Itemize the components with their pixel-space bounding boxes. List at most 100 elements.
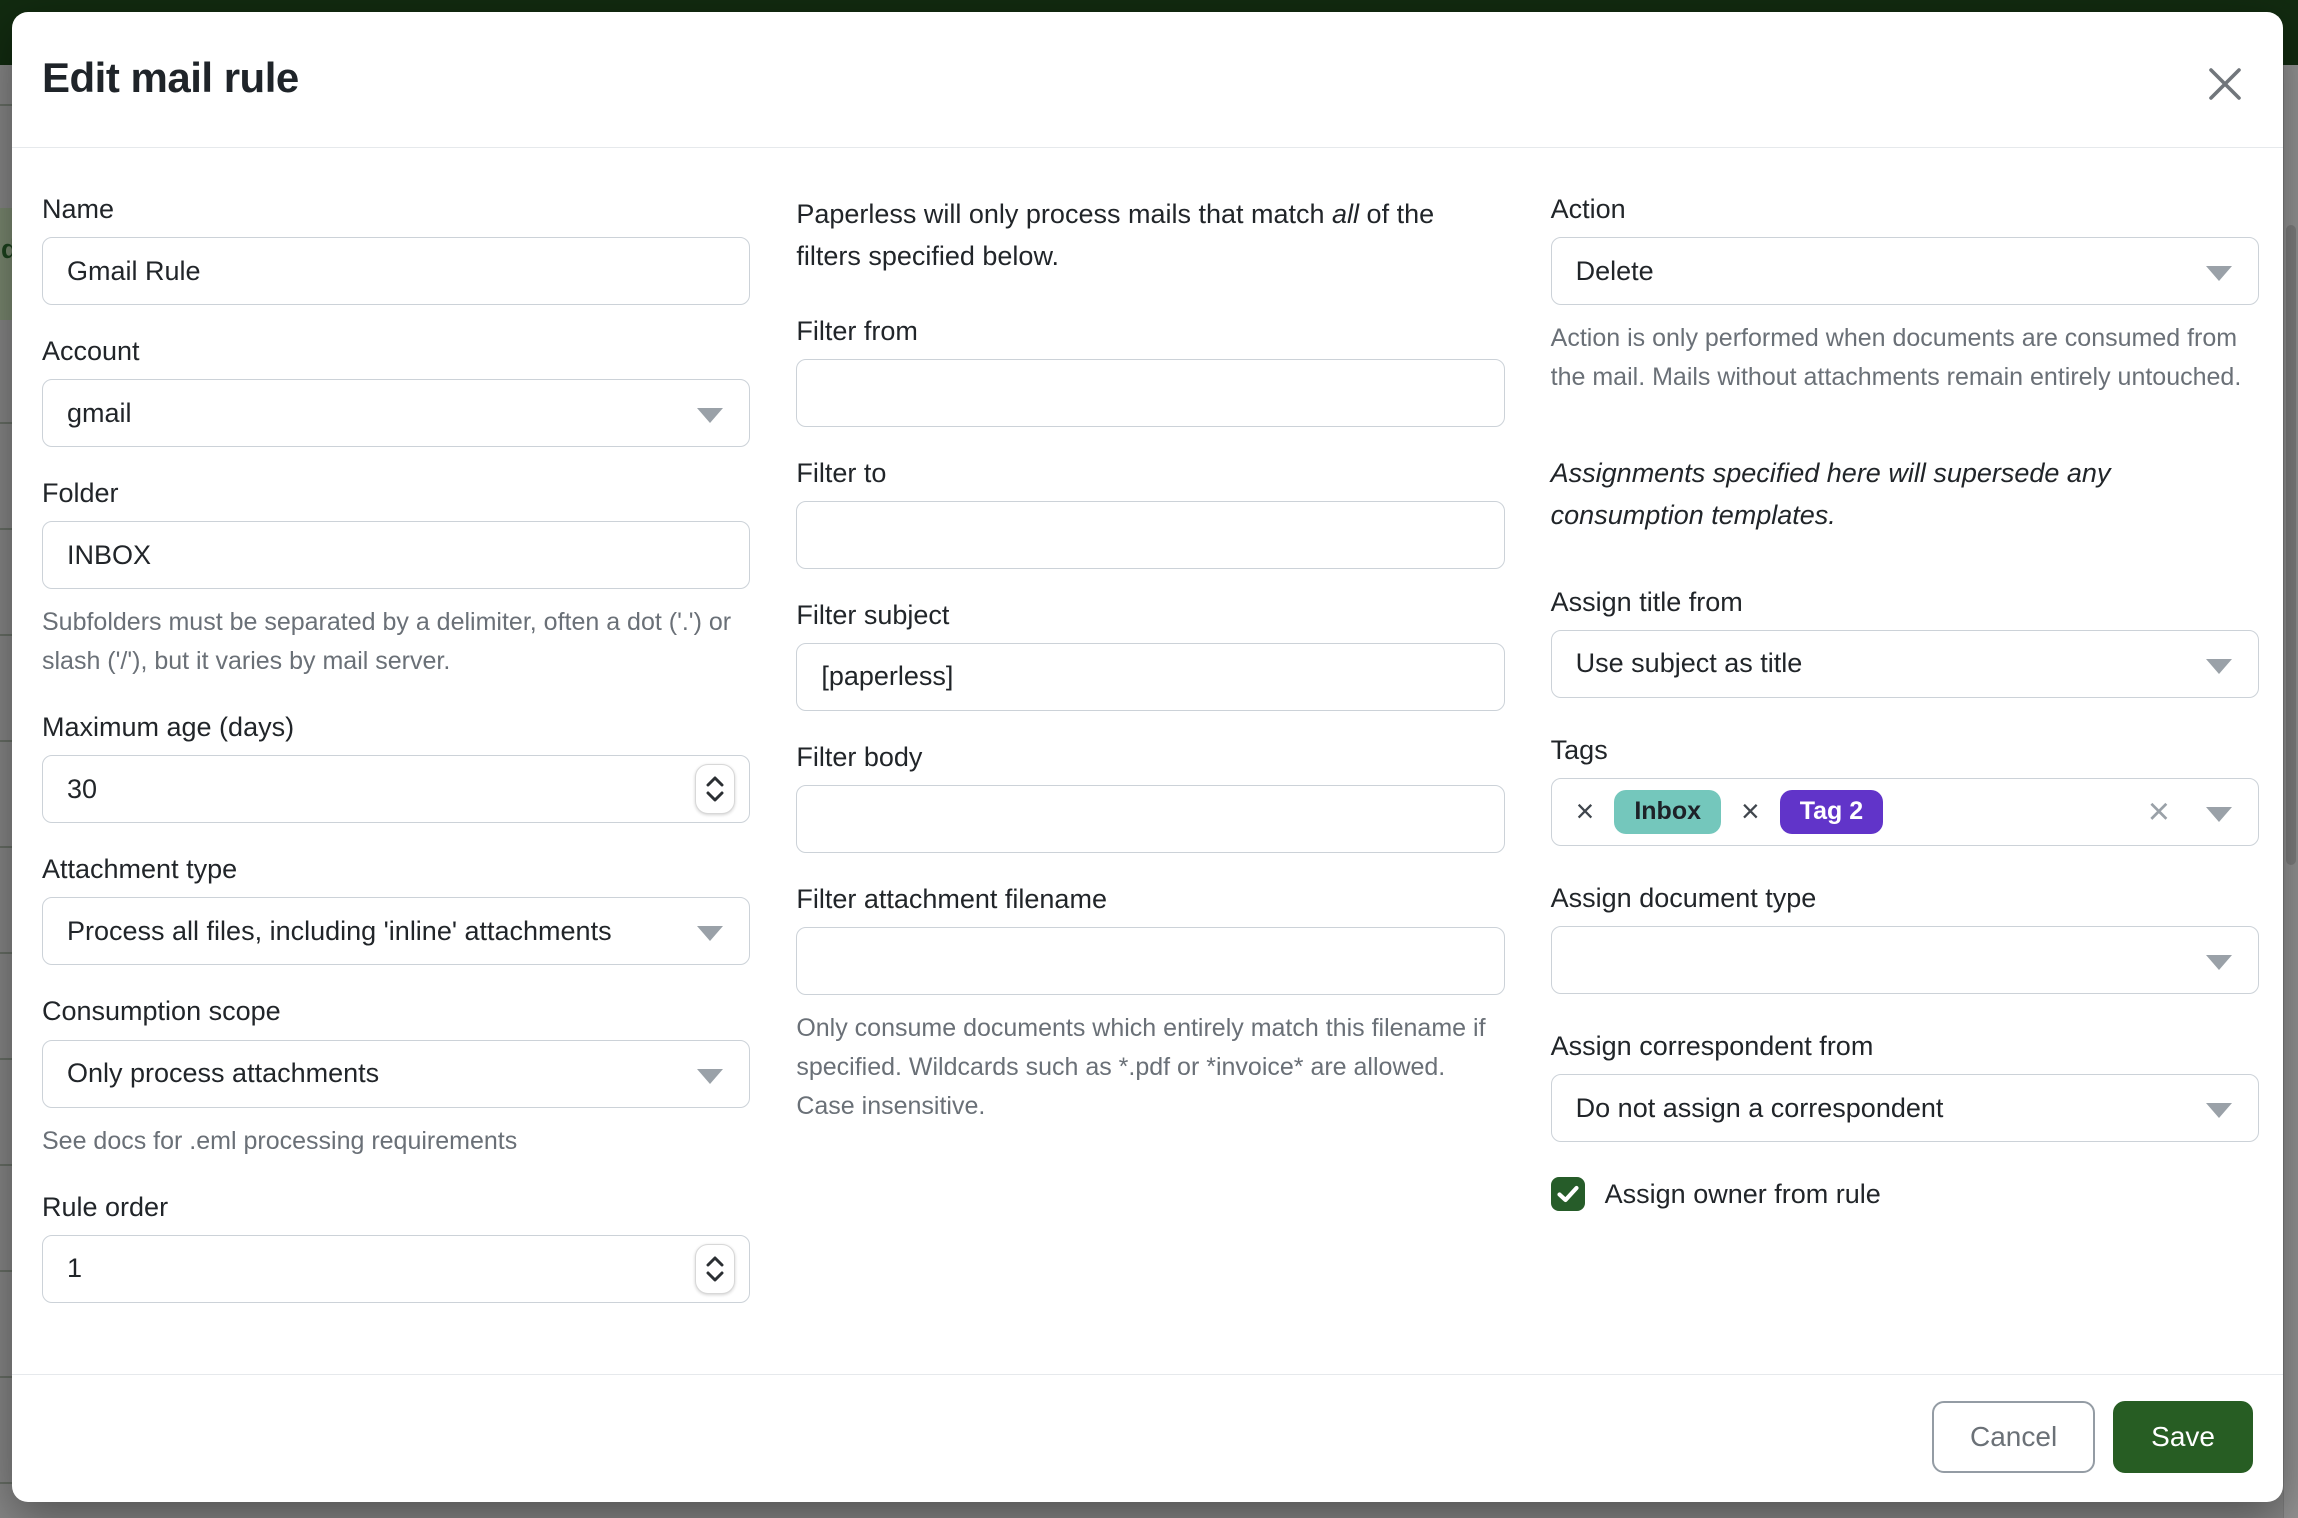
name-label: Name <box>42 194 115 224</box>
filter-from-label: Filter from <box>796 315 918 346</box>
field-consumption-scope: Consumption scope Only process attachmen… <box>42 994 751 1160</box>
chevron-down-icon <box>2205 266 2232 282</box>
field-assign-correspondent-from: Assign correspondent from Do not assign … <box>1550 1029 2259 1143</box>
field-filter-body: Filter body <box>796 740 1505 854</box>
checkbox-checked-icon[interactable] <box>1550 1177 1585 1212</box>
filter-subject-label: Filter subject <box>796 599 950 630</box>
chevron-down-icon <box>697 1068 724 1084</box>
field-assign-title-from: Assign title from Use subject as title <box>1550 585 2259 698</box>
filters-intro-before: Paperless will only process mails that m… <box>796 199 1333 229</box>
stepper-down-icon <box>706 1271 724 1282</box>
assign-correspondent-from-select[interactable]: Do not assign a correspondent <box>1550 1074 2259 1143</box>
consumption-scope-select-value: Only process attachments <box>67 1058 380 1089</box>
chevron-down-icon <box>697 926 724 942</box>
filter-subject-input[interactable] <box>796 642 1505 711</box>
cancel-button[interactable]: Cancel <box>1932 1401 2096 1473</box>
field-rule-order: Rule order <box>42 1190 751 1303</box>
dialog-footer: Cancel Save <box>12 1374 2283 1502</box>
field-attachment-type: Attachment type Process all files, inclu… <box>42 852 751 966</box>
page-scrollbar-thumb[interactable] <box>2286 225 2296 865</box>
assign-title-from-select[interactable]: Use subject as title <box>1550 629 2259 698</box>
action-help-text: Action is only performed when documents … <box>1550 324 2242 392</box>
assign-owner-from-rule-row: Assign owner from rule <box>1550 1177 2259 1212</box>
stepper-up-icon <box>706 1256 724 1267</box>
chevron-down-icon <box>697 408 724 424</box>
stepper-down-icon <box>706 791 724 802</box>
number-stepper[interactable] <box>695 764 736 815</box>
field-account: Account gmail <box>42 334 751 448</box>
filters-intro-text: Paperless will only process mails that m… <box>796 194 1504 278</box>
assign-correspondent-from-select-value: Do not assign a correspondent <box>1575 1092 1944 1123</box>
filter-body-label: Filter body <box>796 741 923 772</box>
maximum-age-field <box>42 755 751 824</box>
filter-body-input[interactable] <box>796 785 1505 854</box>
rule-order-label: Rule order <box>42 1191 169 1222</box>
filter-attachment-filename-input[interactable] <box>796 927 1505 996</box>
field-maximum-age: Maximum age (days) <box>42 710 751 824</box>
attachment-type-select[interactable]: Process all files, including 'inline' at… <box>42 897 751 966</box>
filter-from-input[interactable] <box>796 358 1505 427</box>
tag-pill-inbox[interactable]: Inbox <box>1614 790 1722 834</box>
folder-help-text: Subfolders must be separated by a delimi… <box>42 608 732 676</box>
dialog-body: Name Account gmail Folder Subfolders mus… <box>12 148 2283 1374</box>
field-name: Name <box>42 192 751 306</box>
consumption-scope-label: Consumption scope <box>42 996 281 1027</box>
remove-tag-icon[interactable]: × <box>1575 793 1595 830</box>
assign-correspondent-from-label: Assign correspondent from <box>1550 1031 1874 1062</box>
assign-owner-from-rule-label: Assign owner from rule <box>1604 1178 1881 1209</box>
edit-mail-rule-dialog: Edit mail rule Name Account gmail <box>12 12 2283 1502</box>
close-x-glyph <box>2209 68 2241 100</box>
action-select[interactable]: Delete <box>1550 237 2259 306</box>
page-scrollbar[interactable] <box>2283 65 2298 1518</box>
folder-input[interactable] <box>42 521 751 590</box>
filter-attachment-filename-label: Filter attachment filename <box>796 884 1107 915</box>
chevron-down-icon <box>2205 1103 2232 1119</box>
close-icon[interactable] <box>2201 60 2249 108</box>
chevron-down-icon <box>2205 806 2232 822</box>
field-action: Action Delete Action is only performed w… <box>1550 192 2259 397</box>
field-filter-to: Filter to <box>796 456 1505 569</box>
assign-document-type-select[interactable] <box>1550 926 2259 995</box>
chevron-down-icon <box>2205 955 2232 971</box>
tags-select[interactable]: × Inbox × Tag 2 × <box>1550 777 2259 846</box>
rule-order-field <box>42 1234 751 1303</box>
filters-intro-after: of the filters specified below. <box>796 199 1435 271</box>
column-filters: Paperless will only process mails that m… <box>796 192 1505 1374</box>
background-table-row: d <box>0 208 18 320</box>
account-select-value: gmail <box>67 397 132 428</box>
attachment-type-label: Attachment type <box>42 854 238 885</box>
column-general: Name Account gmail Folder Subfolders mus… <box>42 192 751 1374</box>
assign-document-type-label: Assign document type <box>1550 882 1817 913</box>
assign-title-from-select-value: Use subject as title <box>1575 648 1803 679</box>
number-stepper[interactable] <box>695 1243 736 1294</box>
field-filter-attachment-filename: Filter attachment filename Only consume … <box>796 882 1505 1126</box>
dialog-title: Edit mail rule <box>42 54 299 101</box>
assignments-note-text: Assignments specified here will supersed… <box>1550 458 2111 530</box>
account-label: Account <box>42 336 140 367</box>
tag-pill-tag2[interactable]: Tag 2 <box>1779 790 1884 834</box>
dialog-header: Edit mail rule <box>12 12 2283 148</box>
field-filter-subject: Filter subject <box>796 598 1505 711</box>
filter-to-label: Filter to <box>796 457 887 488</box>
folder-label: Folder <box>42 478 119 509</box>
save-button[interactable]: Save <box>2113 1401 2253 1473</box>
column-actions: Action Delete Action is only performed w… <box>1550 192 2259 1374</box>
rule-order-input[interactable] <box>43 1235 750 1302</box>
action-select-value: Delete <box>1575 255 1654 286</box>
account-select[interactable]: gmail <box>42 379 751 448</box>
filter-attachment-filename-help-text: Only consume documents which entirely ma… <box>796 1014 1486 1121</box>
consumption-scope-help-text: See docs for .eml processing requirement… <box>42 1126 518 1155</box>
maximum-age-input[interactable] <box>43 756 750 823</box>
remove-tag-icon[interactable]: × <box>1741 793 1760 830</box>
consumption-scope-select[interactable]: Only process attachments <box>42 1039 751 1108</box>
checkmark-icon <box>1557 1186 1579 1203</box>
assign-title-from-label: Assign title from <box>1550 586 1743 617</box>
clear-tags-icon[interactable]: × <box>2147 790 2170 833</box>
field-tags: Tags × Inbox × Tag 2 × <box>1550 733 2259 846</box>
field-assign-document-type: Assign document type <box>1550 881 2259 995</box>
chevron-down-icon <box>2205 658 2232 674</box>
name-input[interactable] <box>42 237 751 306</box>
action-label: Action <box>1550 194 1626 224</box>
filter-to-input[interactable] <box>796 500 1505 569</box>
maximum-age-label: Maximum age (days) <box>42 712 295 743</box>
